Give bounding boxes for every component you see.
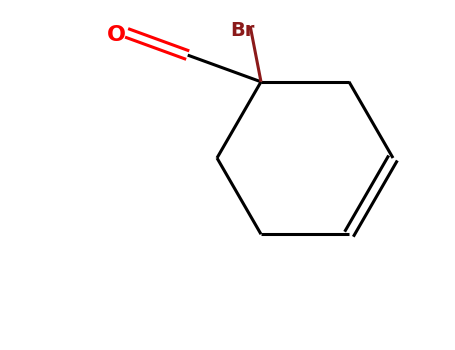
Text: O: O bbox=[107, 25, 126, 45]
Text: Br: Br bbox=[230, 21, 254, 40]
